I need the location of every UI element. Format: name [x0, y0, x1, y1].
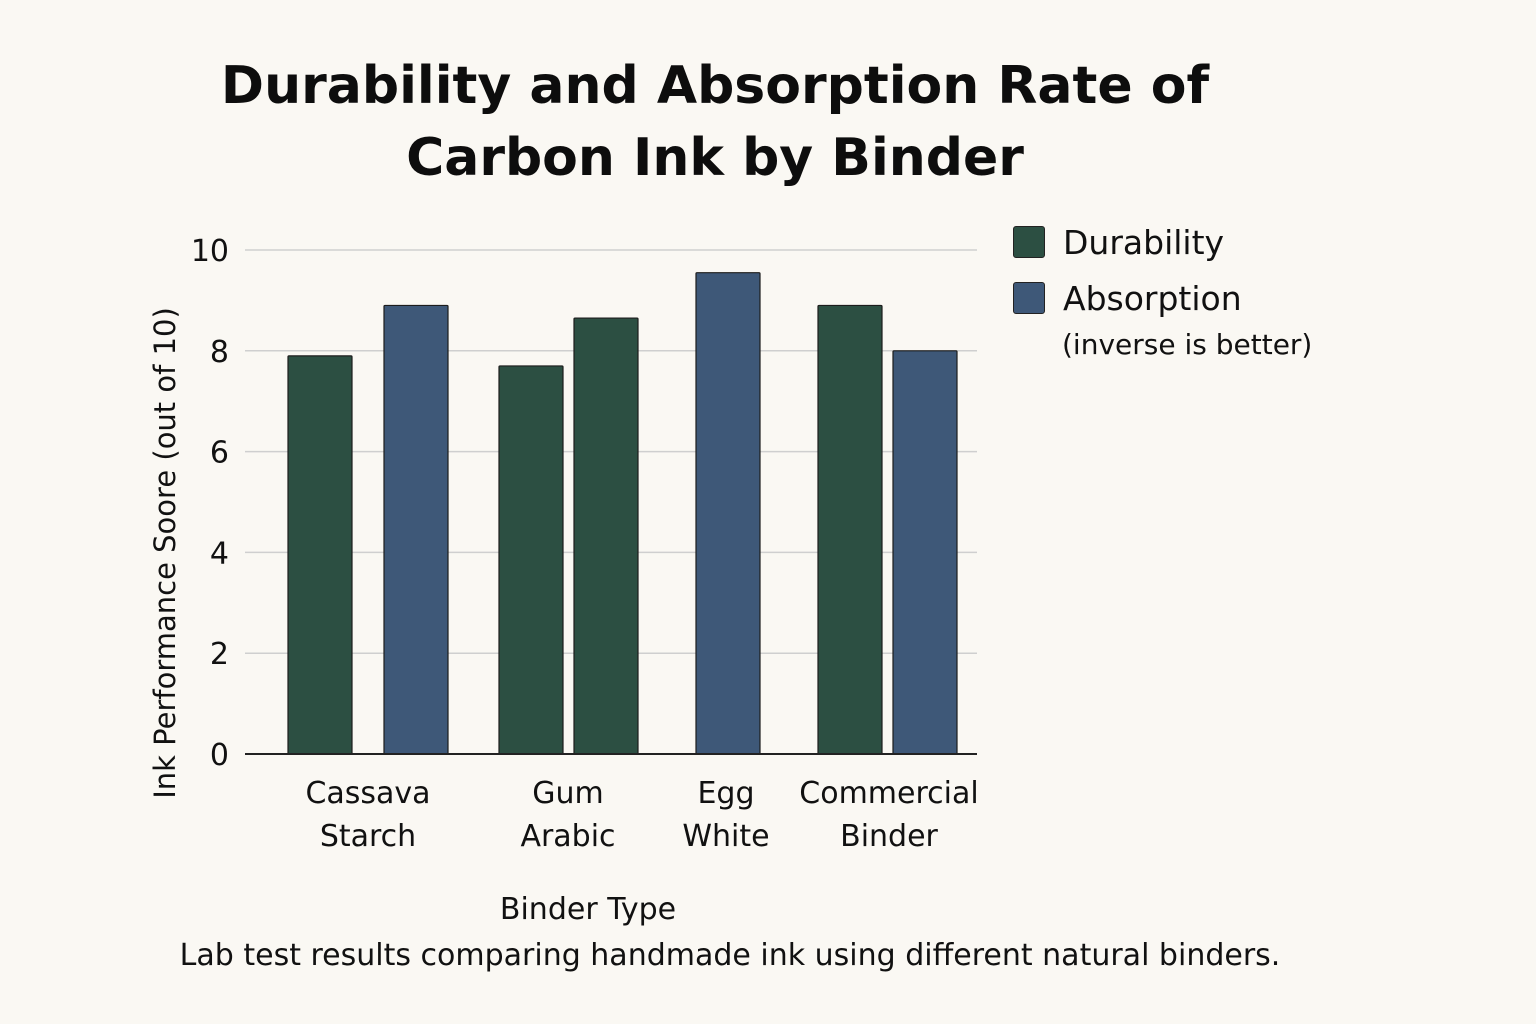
chart-title: Durability and Absorption Rate of Carbon… — [150, 50, 1280, 194]
legend-swatch-durability — [1013, 226, 1045, 258]
y-tick-label: 6 — [210, 436, 229, 471]
x-tick-label: Binder — [840, 819, 938, 854]
bar-absorption-1 — [573, 317, 639, 755]
y-tick-labels: 0 2 4 6 8 10 — [191, 234, 229, 773]
y-tick-label: 0 — [210, 738, 229, 773]
legend-label-absorption: Absorption — [1063, 278, 1242, 318]
legend-item-absorption: Absorption — [1013, 278, 1312, 318]
y-tick-label: 8 — [210, 335, 229, 370]
x-axis-label: Binder Type — [500, 892, 676, 927]
bars — [287, 272, 958, 755]
y-tick-label: 2 — [210, 637, 229, 672]
chart-title-line-1: Durability and Absorption Rate of — [220, 56, 1210, 116]
bar-absorption-2 — [695, 272, 761, 755]
x-tick-label: White — [682, 819, 769, 854]
bar-durability-3 — [817, 304, 883, 755]
legend: Durability Absorption (inverse is better… — [1013, 222, 1312, 361]
legend-note: (inverse is better) — [1062, 328, 1313, 361]
x-tick-label: Egg — [697, 776, 754, 811]
x-tick-label: Cassava — [305, 776, 430, 811]
y-tick-label: 10 — [191, 234, 229, 269]
bar-absorption-0 — [383, 304, 449, 755]
chart-caption: Lab test results comparing handmade ink … — [179, 938, 1281, 973]
x-tick-labels: Cassava Starch Gum Arabic Egg White Commercial… — [305, 776, 978, 854]
y-tick-label: 4 — [210, 536, 229, 571]
x-tick-label: Gum — [532, 776, 603, 811]
x-tick-label: Commercial — [799, 776, 978, 811]
legend-label-durability: Durability — [1063, 222, 1225, 262]
legend-swatch-absorption — [1013, 282, 1045, 314]
y-axis-label: Ink Performance Soore (out of 10) — [148, 307, 182, 799]
bar-durability-1 — [498, 365, 564, 755]
bar-absorption-3 — [892, 350, 958, 755]
chart-title-line-2: Carbon Ink by Binder — [406, 128, 1024, 188]
x-tick-label: Starch — [320, 819, 416, 854]
x-tick-label: Arabic — [520, 819, 615, 854]
bar-durability-0 — [287, 355, 353, 755]
legend-item-durability: Durability — [1013, 222, 1312, 262]
